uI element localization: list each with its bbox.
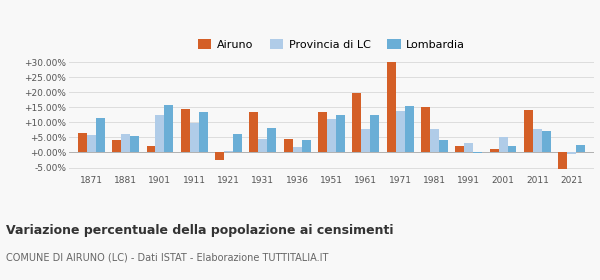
Text: Variazione percentuale della popolazione ai censimenti: Variazione percentuale della popolazione…: [6, 224, 394, 237]
Bar: [190, 123, 199, 153]
Bar: [455, 146, 464, 153]
Bar: [250, 112, 259, 153]
Bar: [318, 112, 327, 153]
Bar: [327, 119, 336, 153]
Bar: [490, 150, 499, 153]
Bar: [121, 134, 130, 153]
Bar: [524, 110, 533, 153]
Bar: [421, 107, 430, 153]
Bar: [464, 143, 473, 153]
Bar: [352, 93, 361, 153]
Bar: [542, 131, 551, 153]
Bar: [361, 129, 370, 153]
Bar: [87, 135, 96, 153]
Bar: [336, 115, 345, 153]
Bar: [395, 111, 404, 153]
Bar: [567, 153, 576, 154]
Bar: [146, 146, 155, 153]
Bar: [404, 106, 413, 153]
Bar: [164, 105, 173, 153]
Bar: [224, 151, 233, 153]
Bar: [576, 145, 585, 153]
Bar: [259, 139, 268, 153]
Text: COMUNE DI AIRUNO (LC) - Dati ISTAT - Elaborazione TUTTITALIA.IT: COMUNE DI AIRUNO (LC) - Dati ISTAT - Ela…: [6, 252, 328, 262]
Bar: [181, 109, 190, 153]
Bar: [533, 129, 542, 153]
Bar: [215, 153, 224, 160]
Bar: [439, 141, 448, 153]
Bar: [112, 141, 121, 153]
Bar: [370, 115, 379, 153]
Bar: [499, 137, 508, 153]
Bar: [268, 128, 276, 153]
Bar: [96, 118, 104, 153]
Bar: [130, 136, 139, 153]
Bar: [430, 129, 439, 153]
Bar: [508, 146, 517, 153]
Bar: [155, 115, 164, 153]
Legend: Airuno, Provincia di LC, Lombardia: Airuno, Provincia di LC, Lombardia: [194, 36, 469, 53]
Bar: [293, 147, 302, 153]
Bar: [284, 139, 293, 153]
Bar: [387, 62, 395, 153]
Bar: [233, 134, 242, 153]
Bar: [302, 139, 311, 153]
Bar: [78, 133, 87, 153]
Bar: [559, 153, 567, 169]
Bar: [199, 112, 208, 153]
